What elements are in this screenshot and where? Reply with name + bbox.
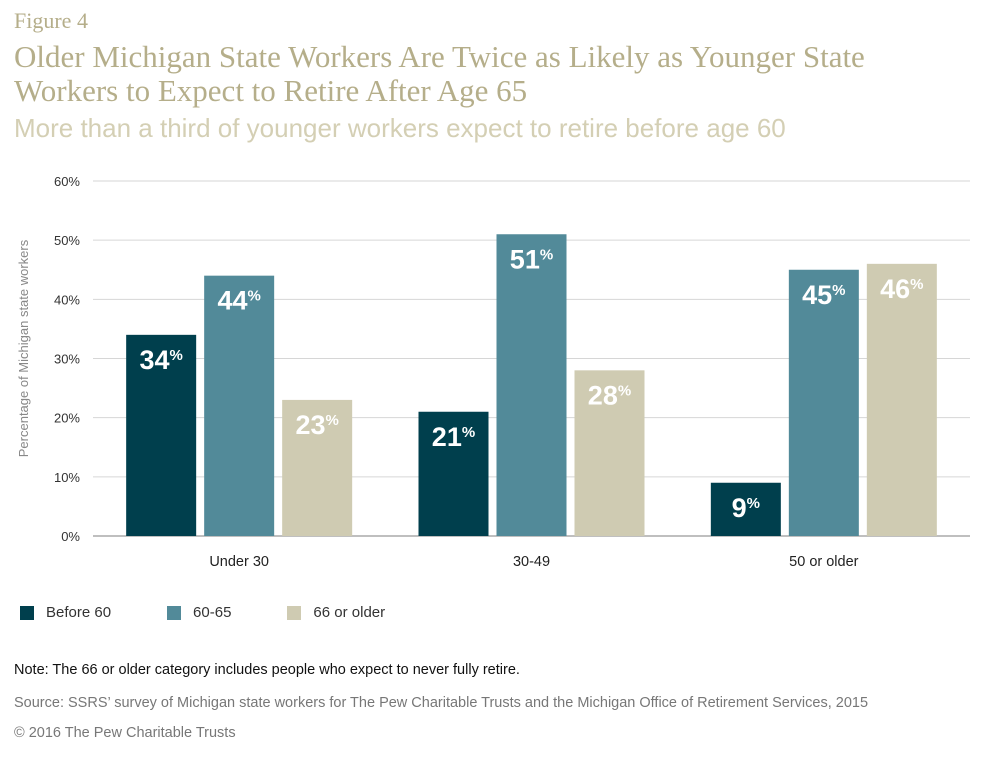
bar — [418, 411, 489, 536]
chart-source: Source: SSRS’ survey of Michigan state w… — [14, 695, 869, 711]
bar — [204, 275, 275, 536]
data-label: 9% — [732, 493, 760, 523]
bar — [496, 234, 567, 536]
y-tick-label: 40% — [54, 292, 80, 307]
bar — [866, 263, 937, 536]
bar — [788, 269, 859, 536]
x-tick-label: Under 30 — [209, 554, 269, 570]
legend-item-60-65: 60-65 — [167, 604, 231, 621]
bar — [574, 370, 645, 536]
chart-legend: Before 60 60-65 66 or older — [20, 604, 441, 621]
y-axis-label: Percentage of Michigan state workers — [16, 239, 31, 457]
bar-chart: 0% 10% 20% 30% 40% 50% 60% Percentage of Michig… — [16, 174, 970, 570]
chart-title: Older Michigan State Workers Are Twice a… — [14, 39, 865, 108]
legend-swatch — [287, 605, 302, 620]
bar — [126, 334, 197, 536]
legend-item-66-or-older: 66 or older — [287, 604, 385, 621]
chart-subtitle: More than a third of younger workers exp… — [14, 113, 786, 143]
y-tick-label: 10% — [54, 470, 80, 485]
chart-note: Note: The 66 or older category includes … — [14, 662, 520, 678]
y-tick-label: 0% — [61, 529, 80, 544]
data-label: 51% — [510, 244, 553, 274]
y-tick-label: 30% — [54, 352, 80, 367]
x-tick-label: 50 or older — [789, 554, 858, 570]
legend-label: 66 or older — [313, 604, 386, 621]
copyright: © 2016 The Pew Charitable Trusts — [14, 725, 236, 741]
legend-swatch — [20, 605, 34, 620]
x-tick-label: 30-49 — [513, 554, 550, 570]
y-tick-label: 20% — [54, 411, 80, 426]
bar — [710, 482, 781, 536]
figure-label: Figure 4 — [14, 8, 88, 33]
legend-item-before-60: Before 60 — [20, 604, 111, 621]
y-tick-label: 50% — [54, 233, 80, 248]
y-tick-label: 60% — [54, 174, 80, 189]
legend-label: 60-65 — [193, 604, 232, 621]
legend-label: Before 60 — [46, 604, 112, 621]
bar — [282, 399, 353, 536]
legend-swatch — [167, 605, 182, 620]
